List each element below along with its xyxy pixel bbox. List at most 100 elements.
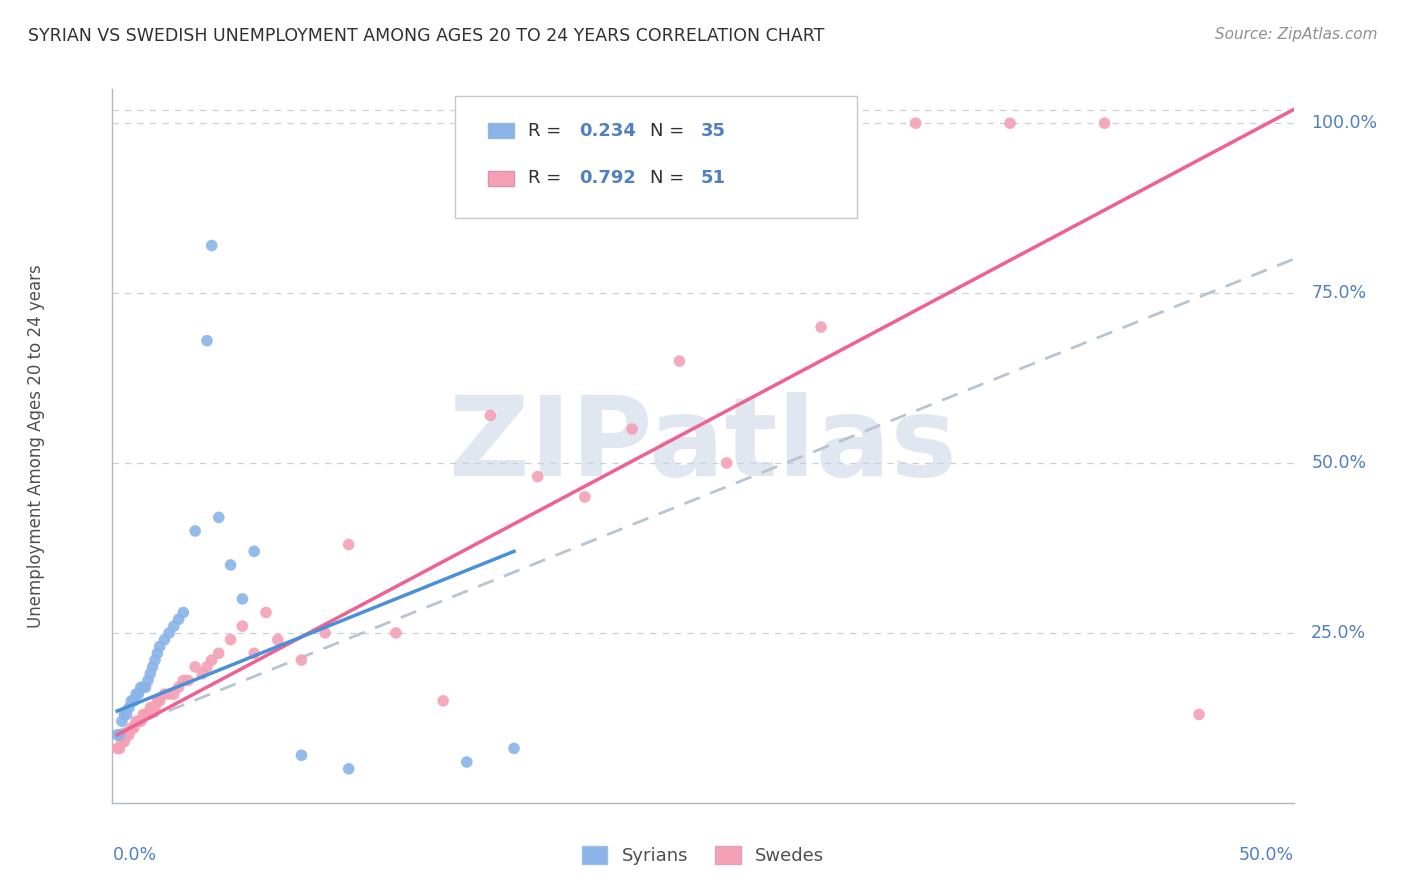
Point [118, 728, 141, 742]
Point [432, 694, 454, 708]
Point [143, 653, 166, 667]
Point [125, 687, 148, 701]
Point [172, 673, 194, 688]
Point [290, 653, 312, 667]
Point [149, 640, 172, 654]
FancyBboxPatch shape [456, 96, 856, 218]
Point [163, 687, 186, 701]
Text: SYRIAN VS SWEDISH UNEMPLOYMENT AMONG AGES 20 TO 24 YEARS CORRELATION CHART: SYRIAN VS SWEDISH UNEMPLOYMENT AMONG AGE… [28, 27, 824, 45]
Point [208, 510, 231, 524]
Text: N =: N = [650, 121, 690, 139]
Point [111, 714, 134, 729]
Point [112, 707, 135, 722]
Point [254, 606, 277, 620]
Point [479, 409, 502, 423]
Point [127, 687, 149, 701]
Point [132, 680, 155, 694]
Point [177, 673, 200, 688]
FancyBboxPatch shape [488, 170, 515, 186]
Text: 0.234: 0.234 [579, 121, 636, 139]
Point [385, 626, 408, 640]
Point [146, 646, 169, 660]
Text: 100.0%: 100.0% [1312, 114, 1378, 132]
Point [115, 707, 138, 722]
Point [132, 707, 155, 722]
Point [118, 700, 141, 714]
Text: R =: R = [529, 169, 567, 187]
Point [337, 537, 360, 551]
Point [127, 714, 149, 729]
Point [1188, 707, 1211, 722]
Text: Source: ZipAtlas.com: Source: ZipAtlas.com [1215, 27, 1378, 42]
Text: Unemployment Among Ages 20 to 24 years: Unemployment Among Ages 20 to 24 years [27, 264, 45, 628]
Point [195, 334, 218, 348]
Text: 0.0%: 0.0% [112, 846, 156, 863]
Text: R =: R = [529, 121, 567, 139]
Point [191, 666, 214, 681]
Point [314, 626, 336, 640]
Point [456, 755, 478, 769]
Point [136, 707, 159, 722]
Point [201, 238, 224, 252]
Point [1094, 116, 1116, 130]
Text: 75.0%: 75.0% [1312, 284, 1367, 302]
Point [111, 734, 134, 748]
Point [153, 687, 176, 701]
Point [621, 422, 644, 436]
Point [201, 653, 224, 667]
Text: 0.792: 0.792 [579, 169, 636, 187]
Point [219, 632, 242, 647]
Point [129, 680, 152, 694]
FancyBboxPatch shape [488, 123, 515, 138]
Point [167, 612, 190, 626]
Point [290, 748, 312, 763]
Point [163, 619, 186, 633]
Point [112, 734, 135, 748]
Point [153, 632, 176, 647]
Point [904, 116, 927, 130]
Point [105, 741, 128, 756]
Point [105, 728, 128, 742]
Text: N =: N = [650, 169, 690, 187]
Point [135, 707, 157, 722]
Point [231, 619, 253, 633]
Point [139, 666, 162, 681]
Point [142, 660, 165, 674]
Point [120, 721, 142, 735]
Point [195, 660, 218, 674]
Point [129, 714, 152, 729]
Point [810, 320, 832, 334]
Point [115, 728, 138, 742]
Text: 50.0%: 50.0% [1239, 846, 1294, 863]
Point [337, 762, 360, 776]
Point [716, 456, 738, 470]
Text: 50.0%: 50.0% [1312, 454, 1367, 472]
Point [668, 354, 690, 368]
Point [108, 728, 131, 742]
Point [125, 714, 148, 729]
Text: 35: 35 [700, 121, 725, 139]
Point [122, 694, 145, 708]
Point [574, 490, 596, 504]
Point [122, 721, 145, 735]
Text: 25.0%: 25.0% [1312, 624, 1367, 642]
Point [998, 116, 1021, 130]
Point [243, 544, 266, 558]
Text: 51: 51 [700, 169, 725, 187]
Point [146, 694, 169, 708]
Point [219, 558, 242, 572]
Point [135, 680, 157, 694]
Point [243, 646, 266, 660]
Point [136, 673, 159, 688]
Point [157, 687, 180, 701]
Point [184, 524, 207, 538]
Legend: Syrians, Swedes: Syrians, Swedes [575, 838, 831, 872]
Point [184, 660, 207, 674]
Point [157, 626, 180, 640]
Point [503, 741, 526, 756]
Point [139, 700, 162, 714]
Text: ZIPatlas: ZIPatlas [449, 392, 957, 500]
Point [267, 632, 290, 647]
Point [231, 591, 253, 606]
Point [167, 680, 190, 694]
